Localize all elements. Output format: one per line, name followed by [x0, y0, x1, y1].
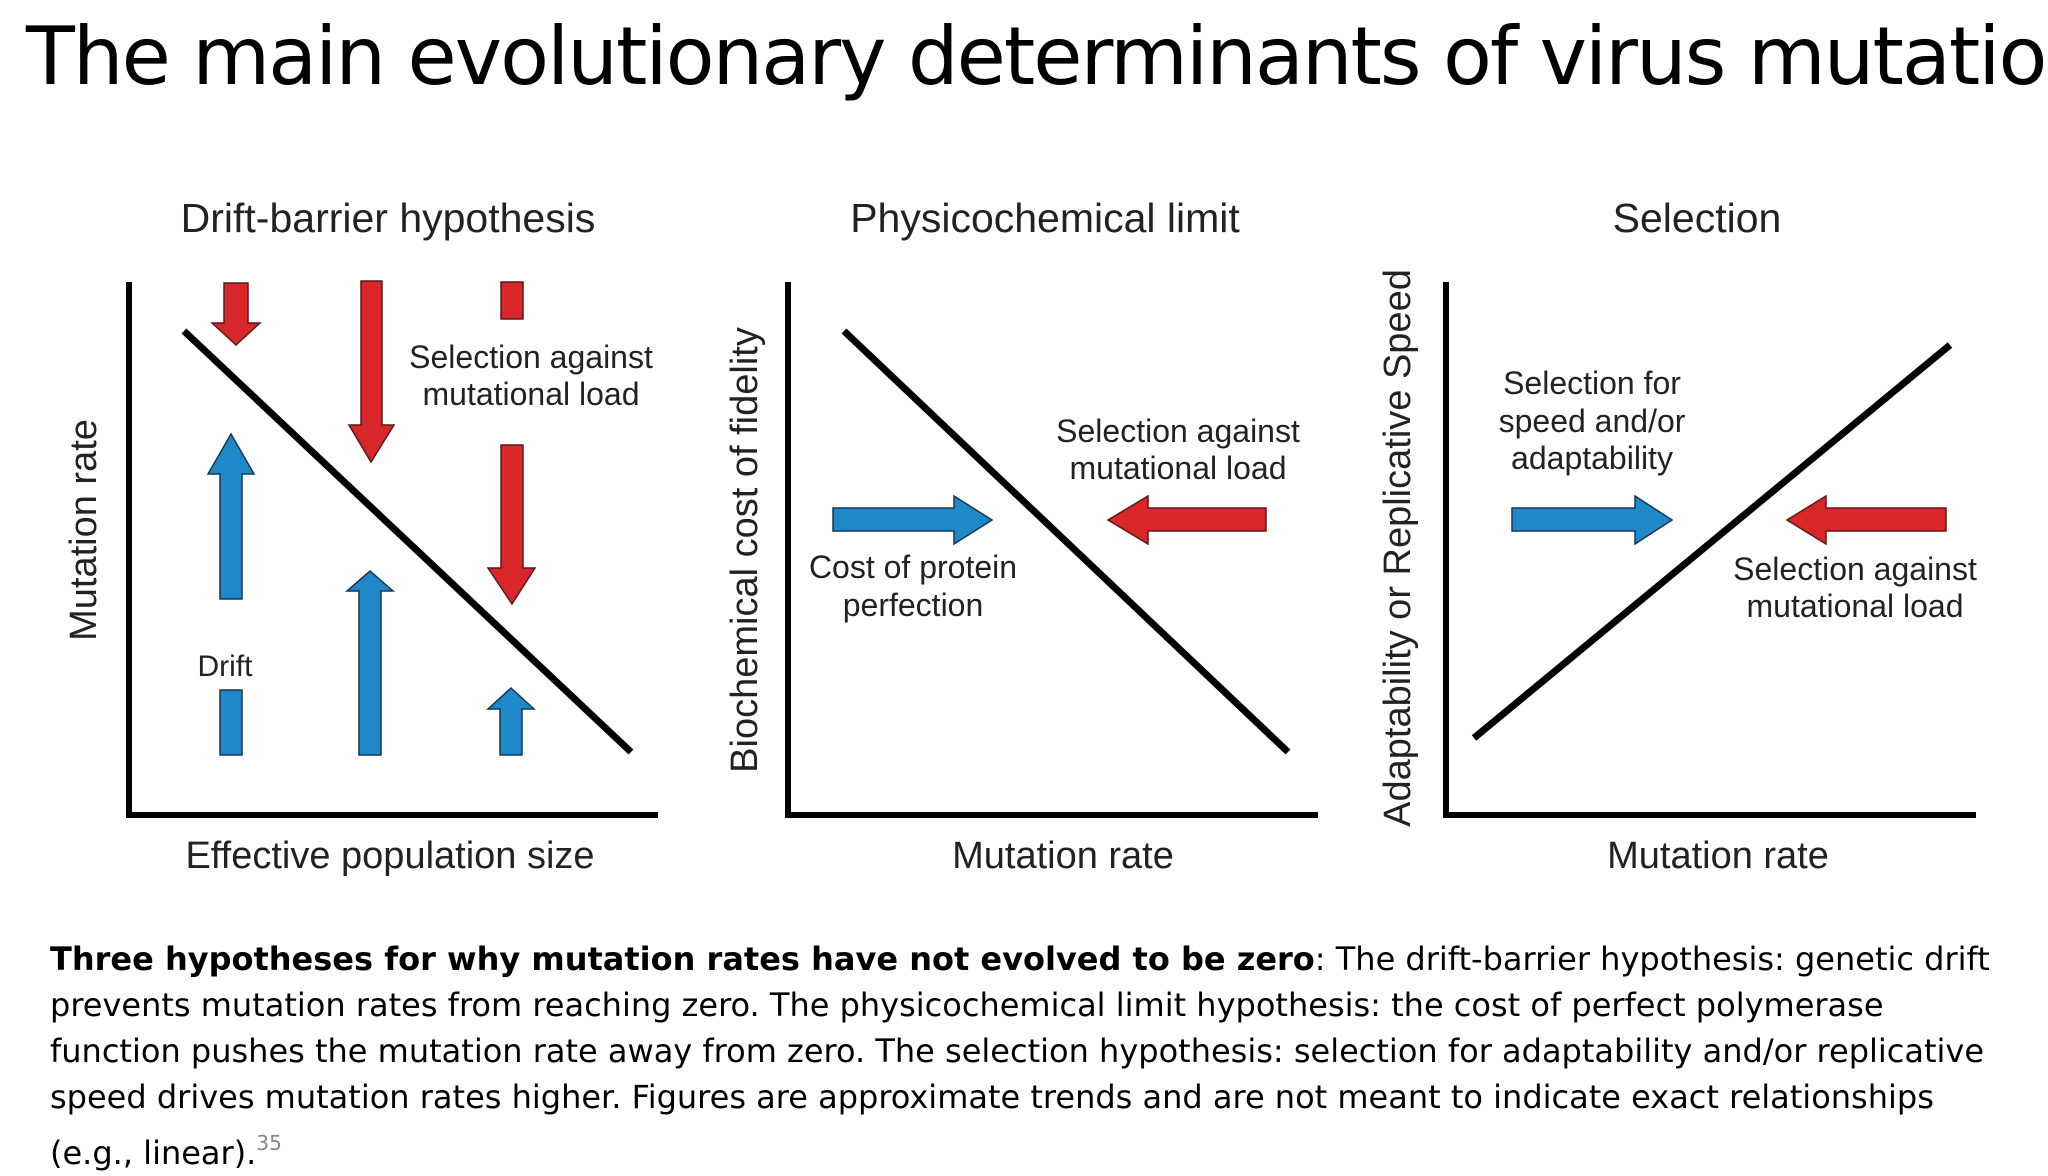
annotation-cost-line1: Cost of protein	[809, 549, 1017, 585]
panel-drift-barrier: Drift-barrier hypothesis Mutation rate E…	[63, 195, 658, 877]
annotation-cost-line2: perfection	[843, 587, 984, 623]
y-axis-label: Mutation rate	[63, 419, 105, 641]
blue-up-arrow	[206, 432, 256, 600]
panel-physicochemical-limit: Physicochemical limit Biochemical cost o…	[724, 195, 1318, 877]
y-axis-label: Adaptability or Replicative Speed	[1377, 269, 1419, 827]
blue-up-arrow	[344, 570, 396, 756]
red-arrow-stub	[500, 281, 524, 320]
red-down-arrow	[486, 444, 537, 606]
red-down-arrow	[347, 280, 396, 464]
x-axis-label: Mutation rate	[952, 835, 1174, 877]
slide-title: The main evolutionary determinants of vi…	[26, 10, 2048, 103]
blue-up-arrow	[486, 686, 536, 756]
trend-line	[841, 328, 1291, 755]
annotation-speed-line1: Selection for	[1503, 365, 1681, 401]
annotation-selection-line1: Selection against	[1056, 413, 1300, 449]
panel-title: Selection	[1613, 195, 1782, 241]
figure-caption: Three hypotheses for why mutation rates …	[50, 936, 2000, 1176]
panel-title: Drift-barrier hypothesis	[181, 195, 596, 241]
red-down-arrow	[210, 282, 262, 347]
annotation-speed-line2: speed and/or	[1499, 403, 1686, 439]
caption-bold-lead: Three hypotheses for why mutation rates …	[50, 940, 1315, 978]
trend-line	[1471, 342, 1953, 741]
red-left-arrow	[1785, 494, 1947, 546]
drift-label: Drift	[198, 650, 254, 683]
annotation-selection-line2: mutational load	[422, 376, 639, 412]
trend-line	[181, 328, 634, 755]
page-number: 35	[256, 1131, 282, 1155]
blue-right-arrow	[832, 494, 994, 546]
annotation-selection-line1: Selection against	[1733, 551, 1977, 587]
hypotheses-figure: Drift-barrier hypothesis Mutation rate E…	[63, 195, 1977, 877]
y-axis-label: Biochemical cost of fidelity	[724, 327, 766, 773]
caption-text: : The drift-barrier hypothesis: genetic …	[50, 940, 1990, 1172]
panel-selection: Selection Adaptability or Replicative Sp…	[1377, 195, 1977, 877]
annotation-selection-line1: Selection against	[409, 339, 653, 375]
red-left-arrow	[1106, 494, 1267, 546]
annotation-selection-line2: mutational load	[1069, 450, 1286, 486]
annotation-speed-line3: adaptability	[1511, 440, 1673, 476]
blue-arrow-stub	[219, 689, 243, 756]
annotation-selection-line2: mutational load	[1746, 588, 1963, 624]
panel-title: Physicochemical limit	[850, 195, 1240, 241]
x-axis-label: Effective population size	[185, 835, 594, 877]
x-axis-label: Mutation rate	[1607, 835, 1829, 877]
blue-right-arrow	[1511, 494, 1674, 546]
